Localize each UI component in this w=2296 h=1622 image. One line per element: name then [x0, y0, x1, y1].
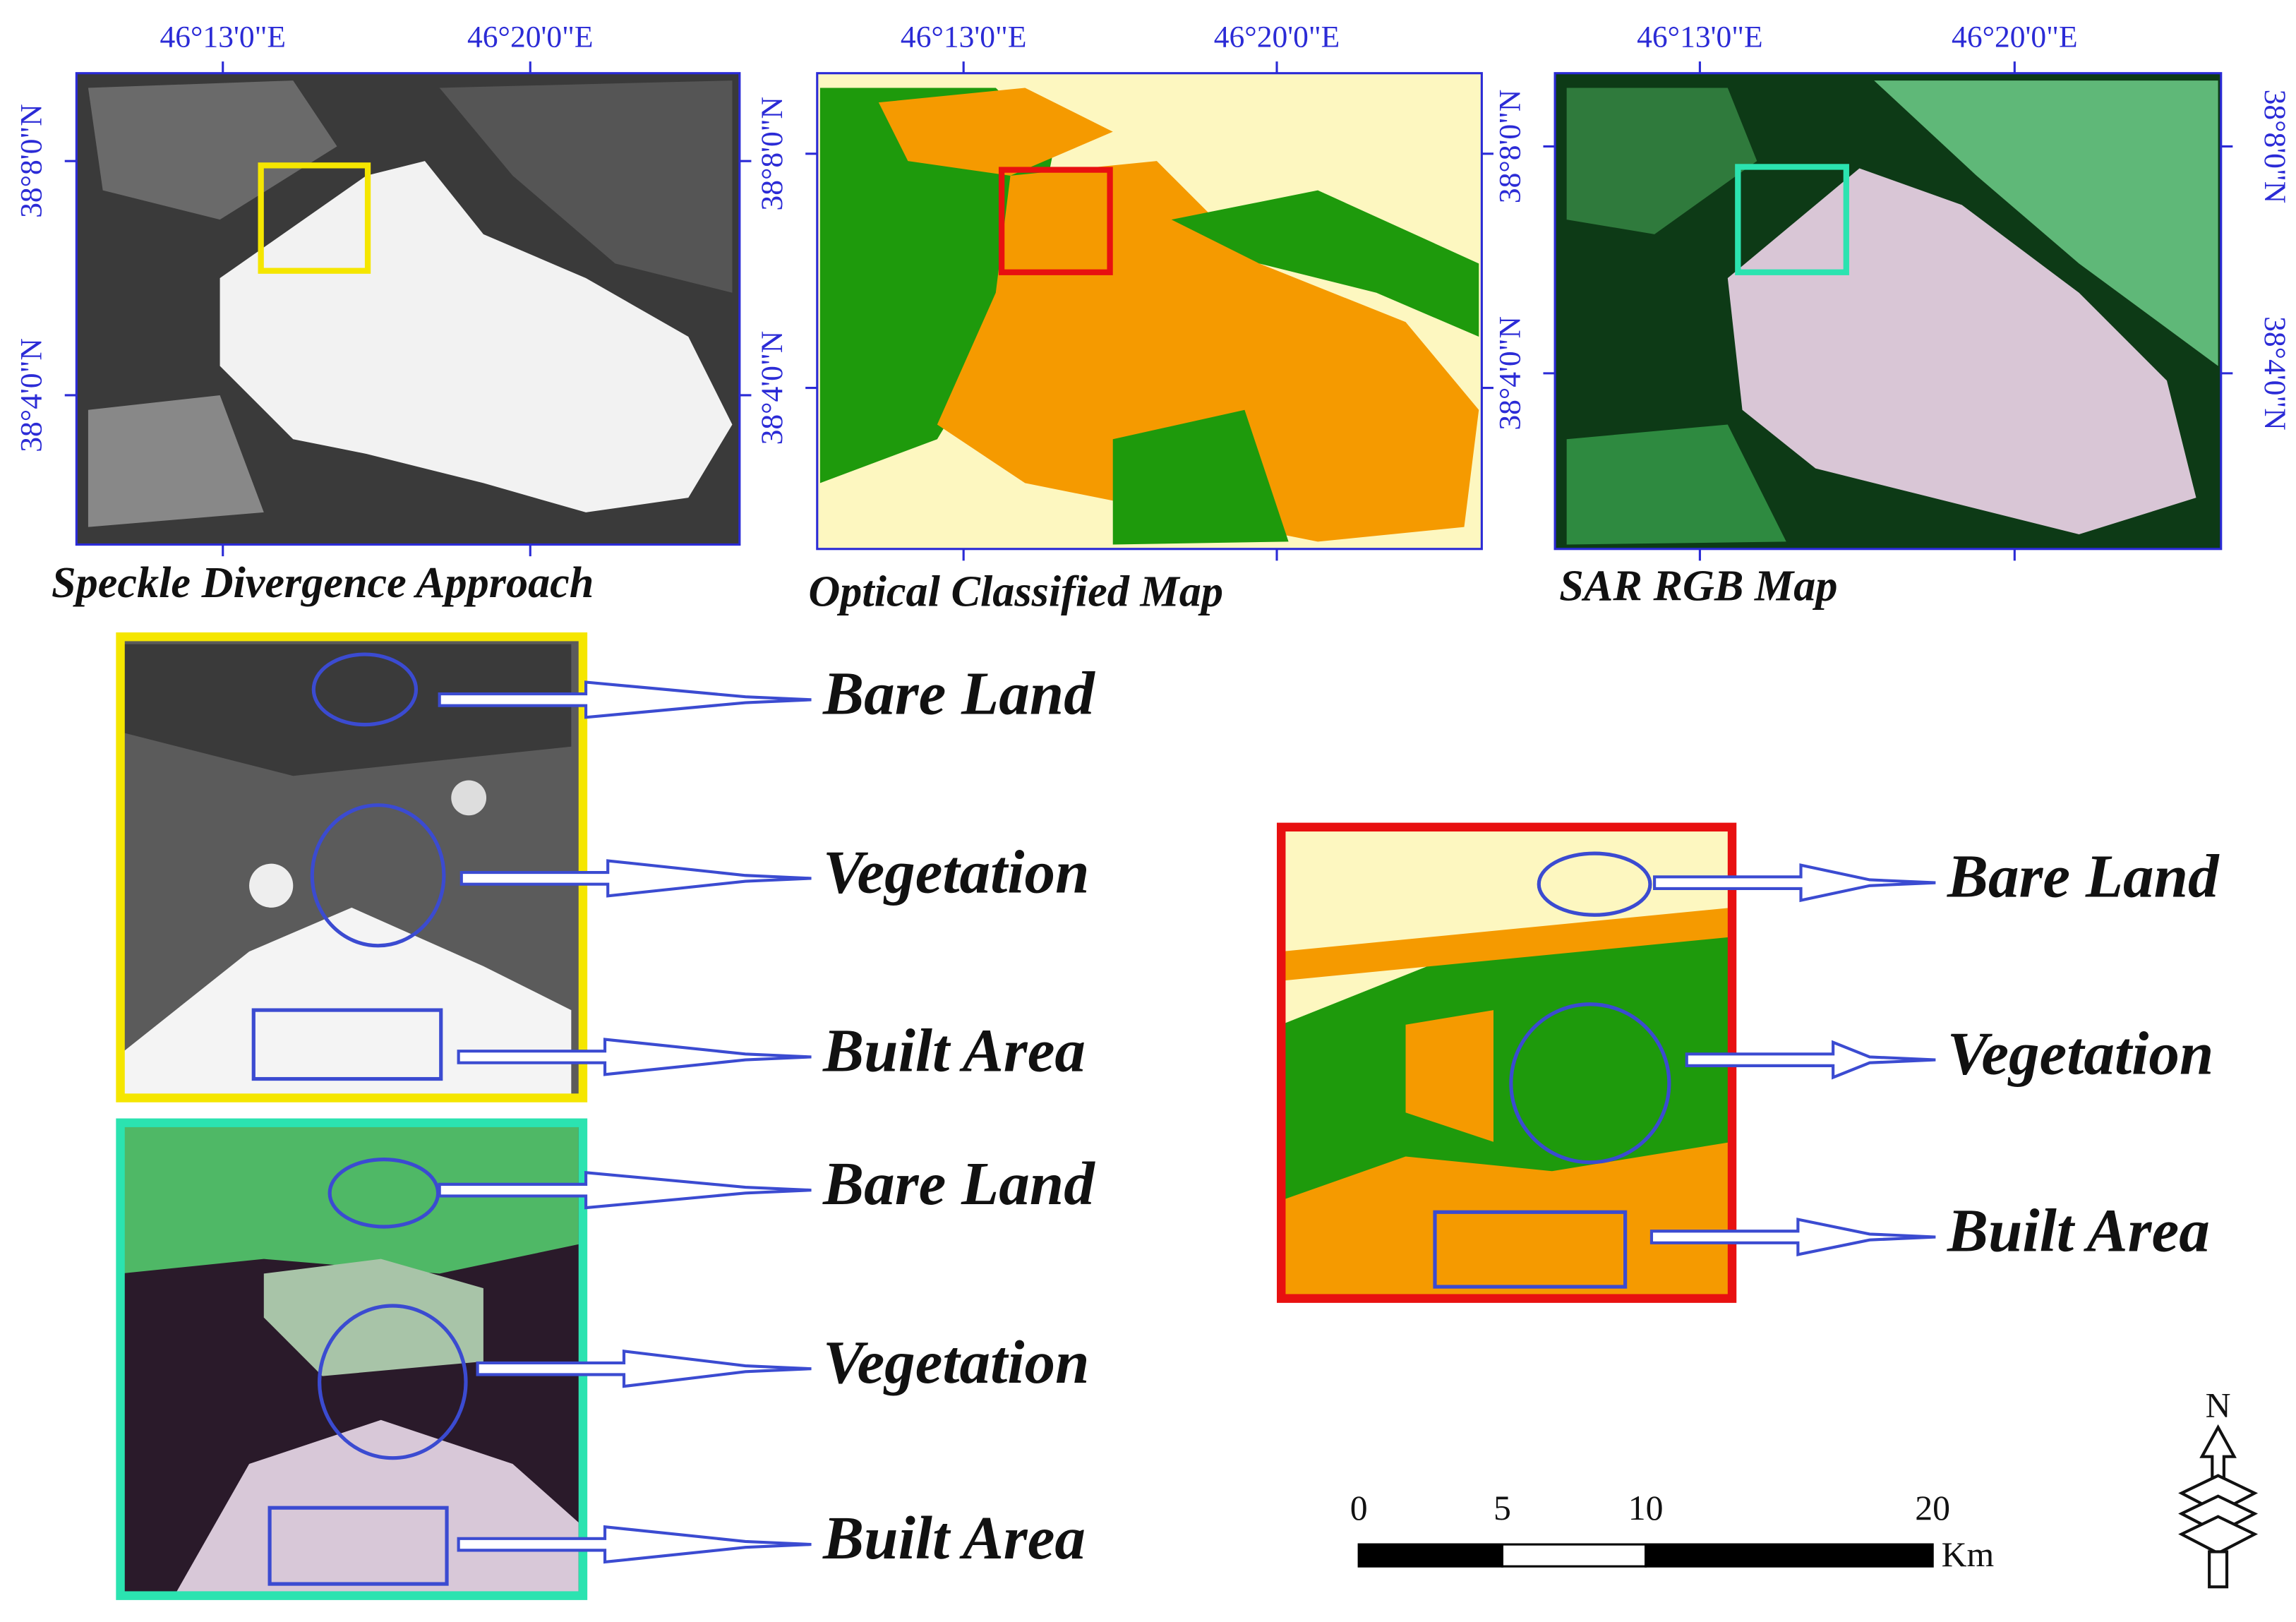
class-label: Vegetation: [1947, 1019, 2213, 1088]
arrow: [457, 1525, 812, 1564]
class-label: Built Area: [822, 1016, 1086, 1084]
optical-map: [816, 72, 1483, 551]
arrow: [1685, 1040, 1936, 1080]
lat-label: 38°4'0"N: [15, 338, 49, 452]
optical-inset: [1277, 822, 1737, 1303]
class-label: Built Area: [1947, 1196, 2210, 1265]
arrow: [457, 1038, 812, 1076]
lon-label: 46°13'0"E: [901, 20, 1027, 54]
class-label: Built Area: [822, 1503, 1086, 1572]
class-label: Bare Land: [822, 659, 1095, 727]
speckle-inset: [116, 632, 588, 1103]
map-title: SAR RGB Map: [1559, 562, 1837, 610]
lat-label: 38°4'0"N: [1493, 316, 1527, 431]
arrow: [1649, 1218, 1936, 1256]
arrow: [476, 1349, 812, 1388]
scale-segment: [1645, 1543, 1934, 1568]
map-title: Speckle Divergence Approach: [52, 559, 594, 607]
scale-label: 20: [1915, 1489, 1950, 1527]
class-label: Vegetation: [823, 837, 1089, 906]
lat-label: 38°8'0"N: [2258, 90, 2292, 204]
lon-label: 46°20'0"E: [467, 20, 594, 54]
north-label: N: [2206, 1386, 2231, 1425]
north-arrow: [2178, 1424, 2259, 1589]
sar-map: [1553, 72, 2223, 551]
lon-label: 46°20'0"E: [1952, 20, 2078, 54]
class-label: Bare Land: [1947, 842, 2220, 911]
lat-label: 38°8'0"N: [755, 97, 789, 211]
arrow: [438, 680, 812, 719]
lon-label: 46°20'0"E: [1214, 20, 1340, 54]
scale-label: 0: [1350, 1489, 1368, 1527]
arrow: [438, 1171, 812, 1210]
speckle-map: [75, 72, 741, 546]
scale-label: 10: [1628, 1489, 1664, 1527]
scale-label: 5: [1493, 1489, 1511, 1527]
scale-segment: [1357, 1543, 1503, 1568]
map-title: Optical Classified Map: [808, 568, 1223, 616]
scale-segment: [1501, 1543, 1647, 1568]
lat-label: 38°8'0"N: [1493, 90, 1527, 204]
lat-label: 38°4'0"N: [755, 331, 789, 445]
scale-unit: Km: [1942, 1535, 1995, 1574]
class-label: Vegetation: [823, 1328, 1089, 1396]
lon-label: 46°13'0"E: [1637, 20, 1763, 54]
lon-label: 46°13'0"E: [160, 20, 286, 54]
lat-label: 38°4'0"N: [2258, 316, 2292, 431]
arrow: [459, 859, 812, 898]
class-label: Bare Land: [822, 1149, 1095, 1218]
arrow: [1653, 863, 1936, 903]
lat-label: 38°8'0"N: [15, 104, 49, 218]
